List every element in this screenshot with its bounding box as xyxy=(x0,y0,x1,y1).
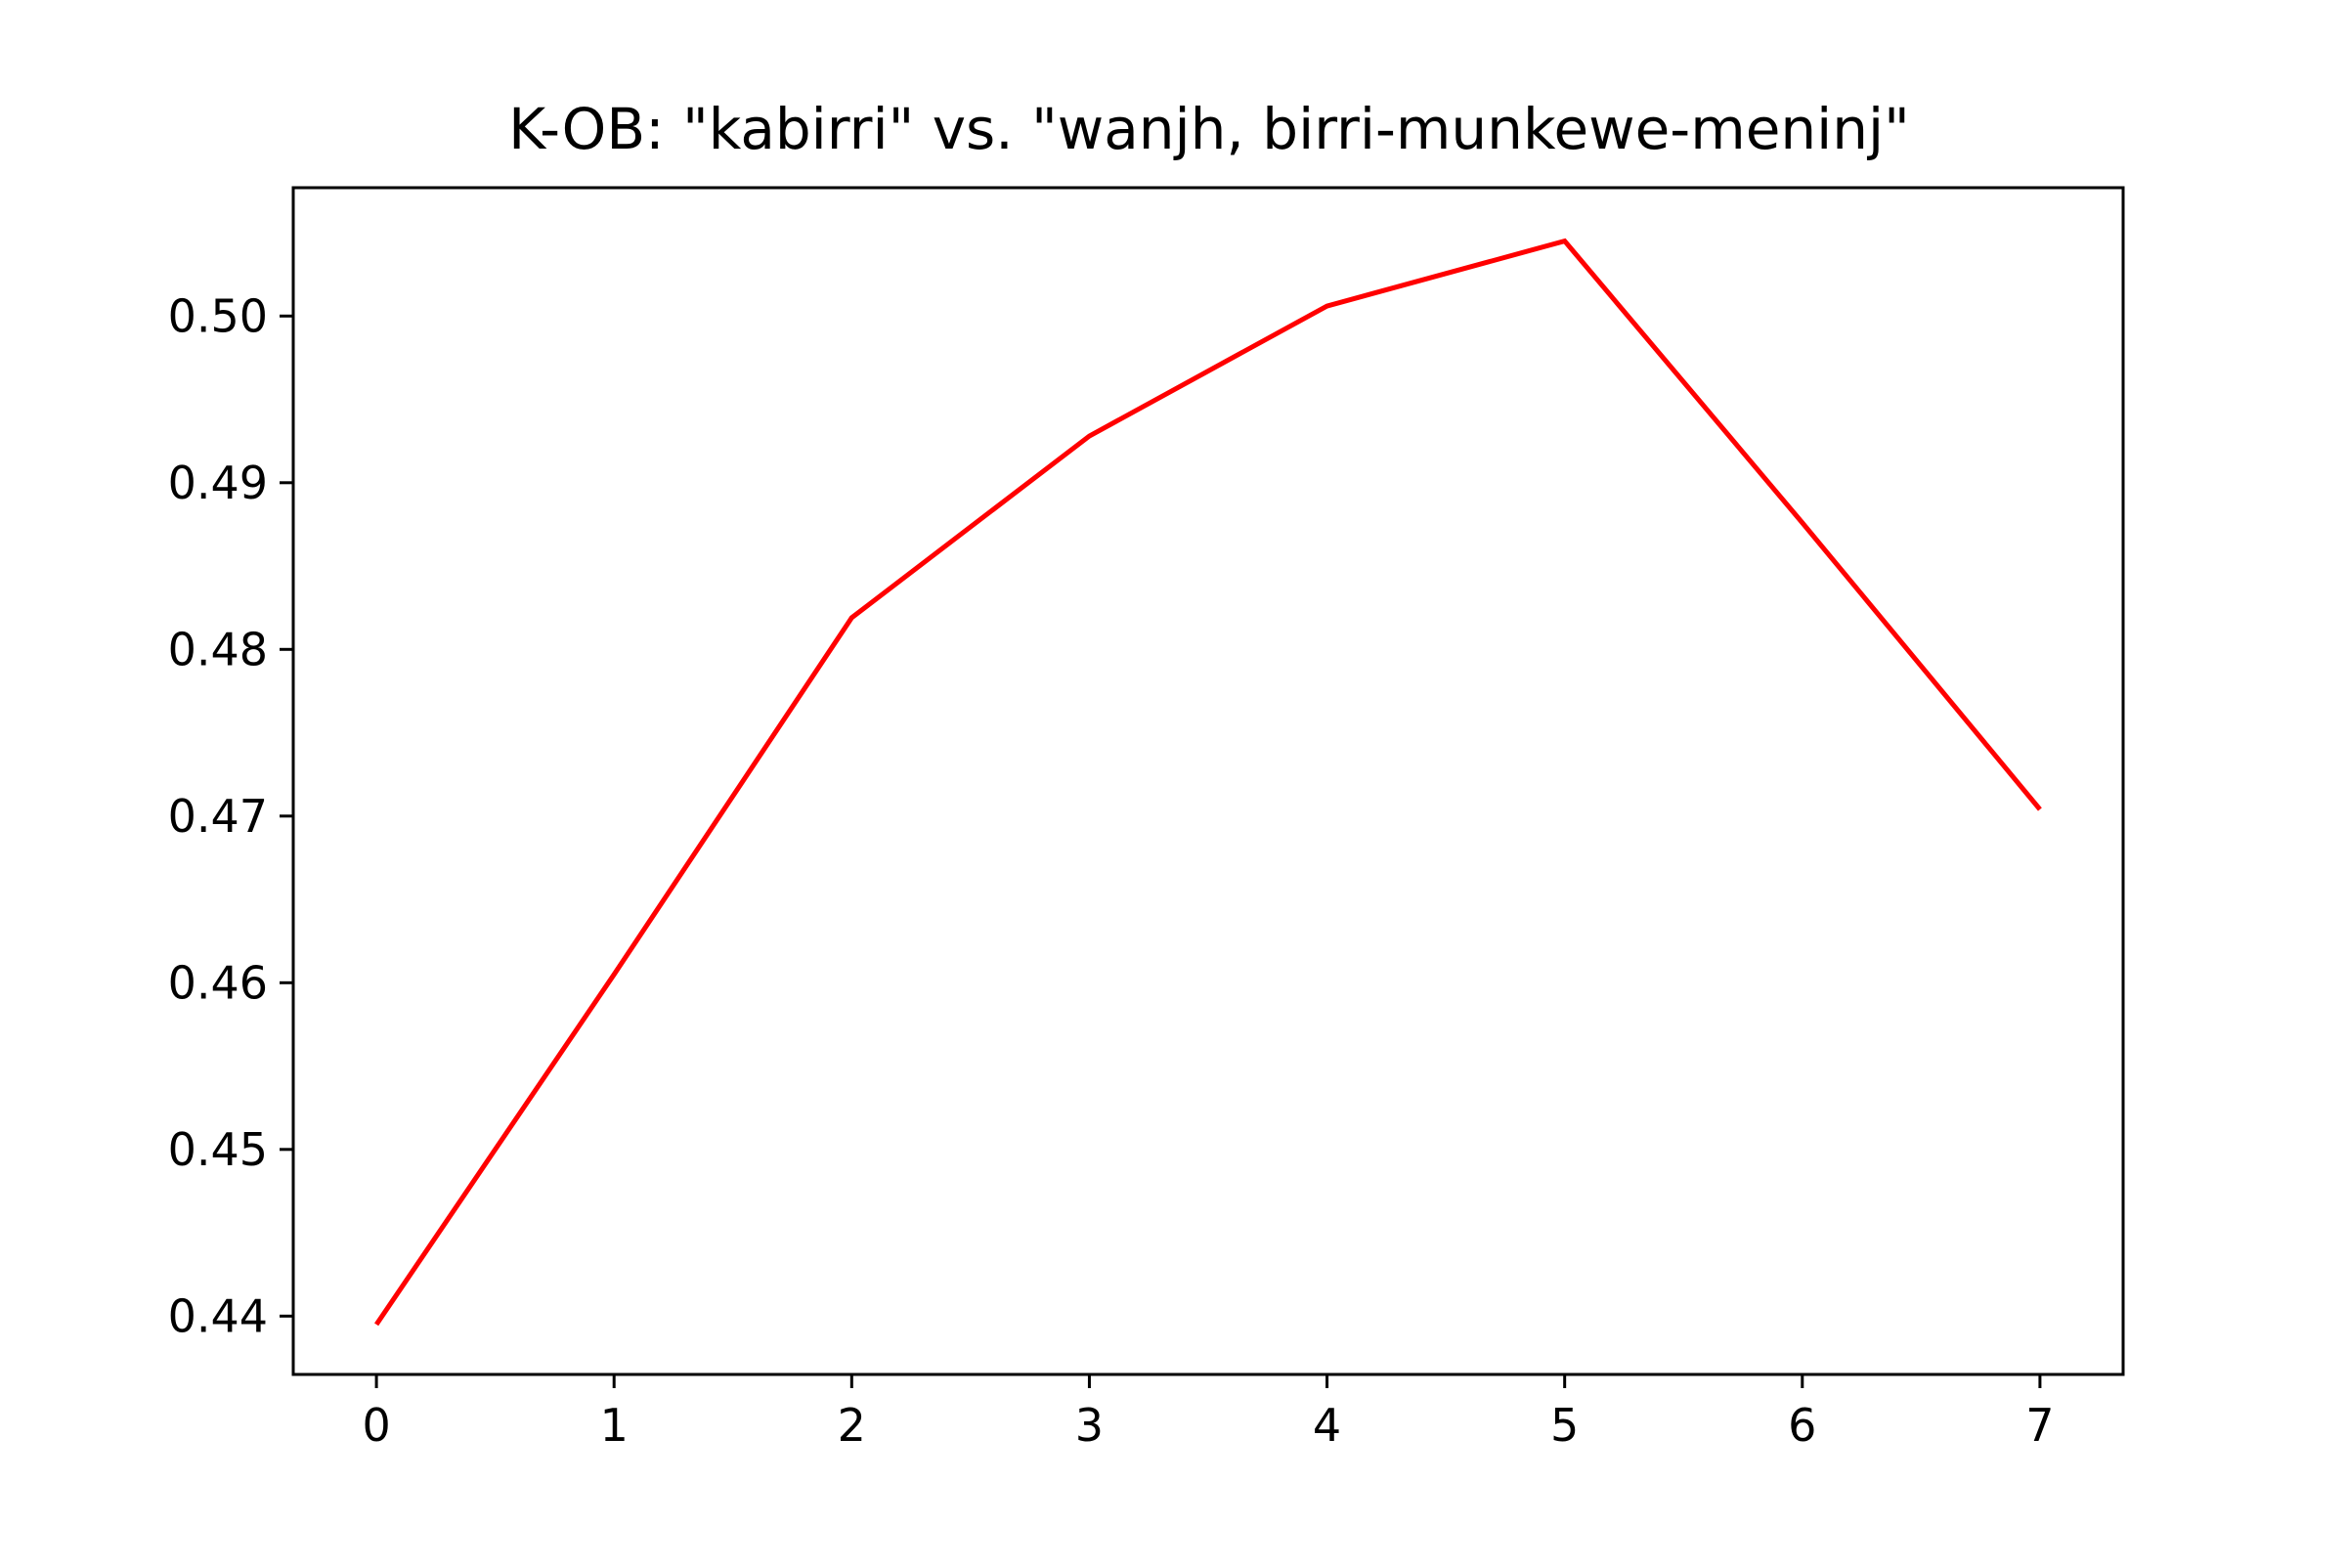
data-point xyxy=(1800,520,1804,525)
y-tick-label: 0.44 xyxy=(168,1289,268,1342)
x-tick-label: 3 xyxy=(1075,1399,1104,1452)
data-point xyxy=(612,972,617,977)
series-line-0 xyxy=(374,238,2042,1327)
data-point xyxy=(374,1322,379,1327)
x-tick-label: 5 xyxy=(1550,1399,1579,1452)
y-tick-label: 0.50 xyxy=(168,289,268,342)
data-point xyxy=(849,615,854,620)
x-tick-label: 7 xyxy=(2025,1399,2054,1452)
data-point xyxy=(1325,304,1329,309)
y-tick-label: 0.45 xyxy=(168,1123,268,1176)
x-tick-label: 0 xyxy=(362,1399,390,1452)
x-tick-label: 4 xyxy=(1313,1399,1341,1452)
y-tick-label: 0.49 xyxy=(168,457,268,509)
data-point xyxy=(1562,239,1567,243)
plot-area: 0 1 2 3 4 5 6 7 0.44 0.45 0.46 0.47 0.48 0.49 0.50 xyxy=(168,186,2125,1452)
data-point xyxy=(2037,806,2042,811)
x-tick-label: 1 xyxy=(600,1399,629,1452)
y-tick-label: 0.48 xyxy=(168,623,268,675)
x-tick-label: 6 xyxy=(1788,1399,1816,1452)
chart-title: K-OB: "kabirri" vs. "wanjh, birri-munkew… xyxy=(508,96,1910,162)
y-tick-label: 0.47 xyxy=(168,790,268,843)
axes-frame xyxy=(291,186,2125,1376)
x-tick-label: 2 xyxy=(838,1399,866,1452)
data-point xyxy=(1087,434,1092,439)
y-tick-label: 0.46 xyxy=(168,956,268,1009)
